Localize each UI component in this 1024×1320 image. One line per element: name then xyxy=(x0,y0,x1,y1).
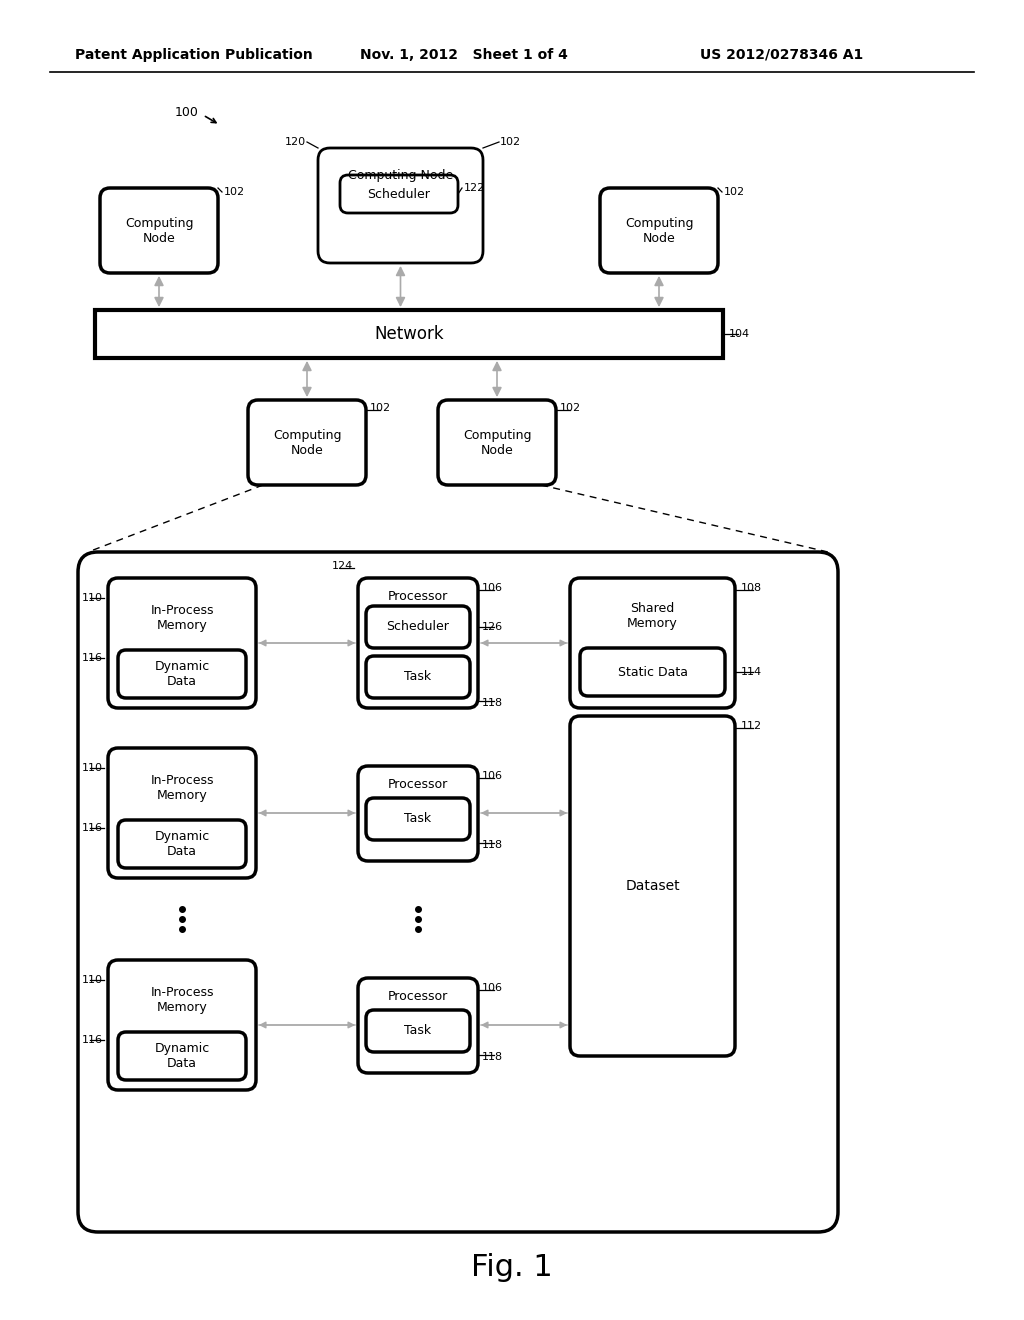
Text: 102: 102 xyxy=(500,137,521,147)
Text: Nov. 1, 2012   Sheet 1 of 4: Nov. 1, 2012 Sheet 1 of 4 xyxy=(360,48,568,62)
Text: In-Process
Memory: In-Process Memory xyxy=(151,774,214,803)
FancyBboxPatch shape xyxy=(366,656,470,698)
Text: Task: Task xyxy=(404,1024,431,1038)
FancyBboxPatch shape xyxy=(570,578,735,708)
Text: 110: 110 xyxy=(82,763,103,774)
Text: 102: 102 xyxy=(724,187,745,197)
Text: Dynamic
Data: Dynamic Data xyxy=(155,1041,210,1071)
Text: 120: 120 xyxy=(285,137,306,147)
FancyBboxPatch shape xyxy=(366,606,470,648)
Text: US 2012/0278346 A1: US 2012/0278346 A1 xyxy=(700,48,863,62)
Text: 106: 106 xyxy=(482,771,503,781)
Text: 112: 112 xyxy=(741,721,762,731)
Text: Fig. 1: Fig. 1 xyxy=(471,1254,553,1283)
FancyBboxPatch shape xyxy=(118,649,246,698)
Text: Static Data: Static Data xyxy=(617,665,687,678)
FancyBboxPatch shape xyxy=(108,578,256,708)
Text: Computing
Node: Computing Node xyxy=(125,216,194,244)
FancyBboxPatch shape xyxy=(118,1032,246,1080)
FancyBboxPatch shape xyxy=(108,960,256,1090)
Text: In-Process
Memory: In-Process Memory xyxy=(151,605,214,632)
Text: 124: 124 xyxy=(332,561,353,572)
Text: Processor: Processor xyxy=(388,590,449,602)
Text: 122: 122 xyxy=(464,183,485,193)
Text: Processor: Processor xyxy=(388,777,449,791)
Text: 106: 106 xyxy=(482,983,503,993)
FancyBboxPatch shape xyxy=(358,978,478,1073)
Text: 118: 118 xyxy=(482,698,503,708)
Text: In-Process
Memory: In-Process Memory xyxy=(151,986,214,1014)
FancyBboxPatch shape xyxy=(600,187,718,273)
Text: Network: Network xyxy=(374,325,443,343)
Text: Dynamic
Data: Dynamic Data xyxy=(155,830,210,858)
Text: 110: 110 xyxy=(82,975,103,985)
Text: Dataset: Dataset xyxy=(626,879,680,894)
Text: 110: 110 xyxy=(82,593,103,603)
Text: Computing
Node: Computing Node xyxy=(272,429,341,457)
Bar xyxy=(95,310,723,358)
Text: Dynamic
Data: Dynamic Data xyxy=(155,660,210,688)
Text: 116: 116 xyxy=(82,653,103,663)
Text: Task: Task xyxy=(404,671,431,684)
FancyBboxPatch shape xyxy=(580,648,725,696)
Text: 102: 102 xyxy=(370,403,391,413)
FancyBboxPatch shape xyxy=(100,187,218,273)
Text: 108: 108 xyxy=(741,583,762,593)
Text: Computing
Node: Computing Node xyxy=(463,429,531,457)
Text: 118: 118 xyxy=(482,1052,503,1063)
FancyBboxPatch shape xyxy=(366,799,470,840)
Text: 106: 106 xyxy=(482,583,503,593)
FancyBboxPatch shape xyxy=(438,400,556,484)
Text: 102: 102 xyxy=(560,403,582,413)
Text: Processor: Processor xyxy=(388,990,449,1002)
FancyBboxPatch shape xyxy=(358,578,478,708)
Text: 116: 116 xyxy=(82,1035,103,1045)
Text: Shared
Memory: Shared Memory xyxy=(627,602,678,630)
FancyBboxPatch shape xyxy=(108,748,256,878)
FancyBboxPatch shape xyxy=(318,148,483,263)
Text: Scheduler: Scheduler xyxy=(368,187,430,201)
FancyBboxPatch shape xyxy=(358,766,478,861)
FancyBboxPatch shape xyxy=(118,820,246,869)
Text: 102: 102 xyxy=(224,187,245,197)
Text: Computing Node: Computing Node xyxy=(348,169,454,182)
Text: 116: 116 xyxy=(82,822,103,833)
Text: Task: Task xyxy=(404,813,431,825)
Text: 100: 100 xyxy=(175,106,199,119)
Text: 118: 118 xyxy=(482,840,503,850)
Text: 114: 114 xyxy=(741,667,762,677)
Text: Computing
Node: Computing Node xyxy=(625,216,693,244)
Text: Patent Application Publication: Patent Application Publication xyxy=(75,48,312,62)
FancyBboxPatch shape xyxy=(248,400,366,484)
Text: 104: 104 xyxy=(729,329,751,339)
FancyBboxPatch shape xyxy=(570,715,735,1056)
FancyBboxPatch shape xyxy=(78,552,838,1232)
Text: Scheduler: Scheduler xyxy=(387,620,450,634)
Text: 126: 126 xyxy=(482,622,503,632)
FancyBboxPatch shape xyxy=(340,176,458,213)
FancyBboxPatch shape xyxy=(366,1010,470,1052)
